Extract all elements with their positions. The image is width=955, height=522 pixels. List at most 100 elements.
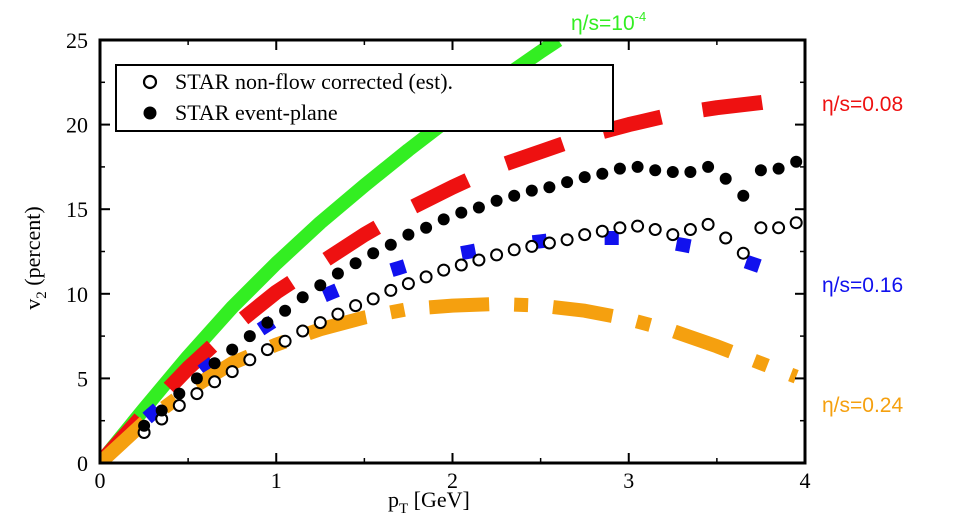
data-point-nonflow: [384, 283, 398, 297]
data-point-event-plane: [155, 404, 168, 417]
model-curve-1: [100, 90, 798, 463]
data-point-nonflow: [472, 253, 486, 267]
curve-label-008: η/s=0.08: [822, 93, 903, 116]
data-point-nonflow: [208, 375, 222, 389]
data-point-event-plane: [455, 206, 468, 219]
data-point-nonflow: [190, 387, 204, 401]
data-point-event-plane: [684, 166, 697, 178]
data-point-event-plane: [490, 194, 503, 207]
data-point-nonflow: [542, 236, 556, 250]
data-point-event-plane: [296, 291, 309, 304]
data-point-event-plane: [314, 279, 327, 292]
data-point-event-plane: [649, 164, 662, 177]
data-point-event-plane: [543, 181, 556, 194]
axis-ticks: [99, 39, 806, 464]
data-point-event-plane: [578, 171, 591, 184]
data-point-nonflow: [525, 239, 539, 253]
data-point-event-plane: [208, 357, 221, 370]
data-point-event-plane: [754, 164, 767, 177]
data-point-nonflow: [454, 258, 468, 272]
data-point-nonflow: [313, 316, 327, 330]
data-point-event-plane: [508, 189, 521, 202]
data-point-nonflow: [401, 277, 415, 291]
data-point-nonflow: [225, 365, 239, 379]
data-point-event-plane: [226, 343, 239, 356]
data-point-event-plane: [173, 387, 186, 400]
legend-box: [115, 64, 614, 132]
data-point-nonflow: [648, 223, 662, 236]
data-point-event-plane: [437, 213, 450, 226]
data-point-nonflow: [260, 343, 274, 357]
data-point-event-plane: [138, 419, 151, 432]
y-tick-label: 20: [66, 113, 88, 138]
y-tick-label: 5: [77, 366, 88, 391]
x-tick-label: 0: [95, 468, 106, 493]
data-point-event-plane: [367, 247, 380, 260]
data-point-event-plane: [525, 184, 538, 197]
data-point-event-plane: [613, 162, 626, 175]
data-point-nonflow: [172, 399, 186, 412]
data-point-nonflow: [243, 353, 257, 367]
data-point-nonflow: [349, 299, 363, 313]
y-tick-label: 10: [66, 282, 88, 307]
y-axis-label: v2 (percent): [20, 206, 50, 309]
data-point-event-plane: [666, 166, 679, 178]
x-axis-label: pT [GeV]: [388, 487, 470, 517]
data-point-nonflow: [701, 217, 715, 231]
data-point-nonflow: [490, 248, 504, 262]
data-point-nonflow: [789, 216, 803, 230]
x-tick-label: 3: [623, 468, 634, 493]
legend-label-nonflow: STAR non-flow corrected (est).: [175, 69, 453, 94]
y-tick-label: 15: [66, 197, 88, 222]
model-curve-3: [100, 297, 799, 463]
data-point-nonflow: [613, 221, 627, 235]
data-point-nonflow: [736, 246, 750, 260]
legend-marker-open-circle: [142, 74, 158, 90]
data-point-event-plane: [243, 330, 256, 343]
data-point-event-plane: [790, 155, 803, 168]
data-point-event-plane: [384, 238, 397, 251]
data-point-event-plane: [719, 172, 732, 185]
data-point-nonflow: [631, 219, 645, 233]
tick-labels: 0 1 2 3 4 0 5 10 15 20 25: [66, 28, 811, 493]
curve-label-ideal: η/s=10-4: [571, 9, 646, 35]
data-point-nonflow: [772, 221, 786, 235]
data-point-event-plane: [349, 257, 362, 270]
legend: STAR non-flow corrected (est). STAR even…: [115, 64, 614, 132]
data-point-nonflow: [683, 223, 697, 236]
legend-label-event-plane: STAR event-plane: [175, 100, 338, 125]
curve-label-024: η/s=0.24: [822, 394, 903, 417]
data-point-nonflow: [296, 324, 310, 338]
data-point-event-plane: [420, 221, 433, 234]
x-tick-label: 4: [800, 468, 811, 493]
y-tick-label: 25: [66, 28, 88, 53]
data-point-nonflow: [595, 224, 609, 238]
data-point-event-plane: [631, 160, 644, 173]
model-curve-2: [100, 231, 805, 463]
data-point-nonflow: [754, 221, 768, 235]
data-point-nonflow: [331, 307, 345, 321]
star-data-points: [137, 155, 803, 439]
data-point-nonflow: [419, 270, 433, 284]
data-point-event-plane: [596, 167, 609, 180]
data-point-event-plane: [261, 316, 274, 329]
data-point-nonflow: [560, 233, 574, 247]
data-point-event-plane: [279, 304, 292, 317]
data-point-event-plane: [472, 201, 485, 214]
data-point-event-plane: [331, 267, 344, 280]
data-point-event-plane: [402, 228, 415, 241]
data-point-event-plane: [561, 176, 574, 189]
x-tick-label: 1: [271, 468, 282, 493]
curve-labels: η/s=10-4 η/s=0.08 η/s=0.16 η/s=0.24: [571, 9, 903, 417]
data-point-nonflow: [507, 243, 521, 257]
legend-marker-filled-circle: [143, 106, 157, 120]
data-point-nonflow: [437, 263, 451, 277]
y-tick-label: 0: [77, 451, 88, 476]
data-point-event-plane: [772, 162, 785, 175]
data-point-nonflow: [366, 292, 380, 306]
data-point-event-plane: [190, 372, 203, 385]
data-point-nonflow: [278, 334, 292, 348]
data-point-nonflow: [578, 228, 592, 242]
data-point-event-plane: [737, 189, 750, 202]
